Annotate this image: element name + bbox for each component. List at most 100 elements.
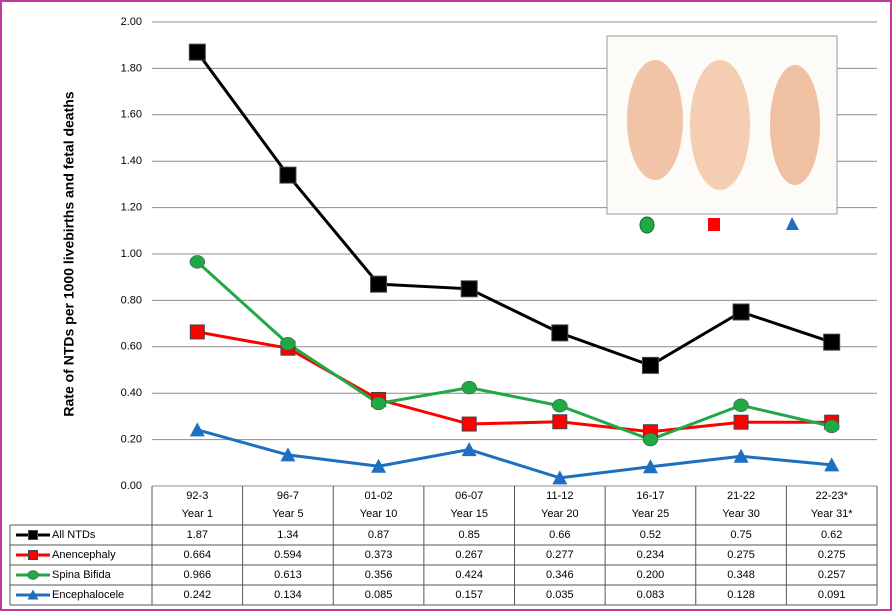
series-line	[196, 260, 833, 442]
marker	[732, 303, 750, 321]
marker	[733, 414, 749, 430]
series-line	[197, 330, 832, 434]
table-value: 1.34	[277, 529, 298, 541]
marker	[370, 396, 387, 411]
marker	[461, 380, 477, 395]
y-tick-label: 0.40	[121, 387, 142, 399]
legend-marker	[28, 530, 38, 540]
legend-label: Spina Bifida	[52, 569, 112, 581]
table-value: 0.85	[458, 529, 479, 541]
y-tick-label: 1.00	[121, 248, 142, 260]
table-value: 0.594	[274, 549, 302, 561]
x-tick-sublabel: Year 10	[360, 508, 398, 520]
x-tick-sublabel: Year 15	[450, 508, 488, 520]
marker	[733, 398, 749, 413]
marker	[371, 458, 387, 473]
table-value: 1.87	[187, 529, 208, 541]
legend-icon	[708, 218, 720, 231]
marker	[280, 447, 296, 462]
table-value: 0.277	[546, 549, 574, 561]
marker	[552, 414, 568, 430]
marker	[460, 280, 478, 298]
table-value: 0.87	[368, 529, 389, 541]
legend-label: Anencephaly	[52, 549, 116, 561]
table-value: 0.234	[637, 549, 665, 561]
marker	[824, 457, 840, 472]
x-tick-label: 11-12	[546, 490, 573, 502]
y-tick-label: 0.60	[121, 341, 142, 353]
table-value: 0.035	[546, 589, 574, 601]
x-tick-sublabel: Year 31*	[811, 508, 854, 520]
y-tick-label: 0.00	[121, 480, 142, 492]
marker	[823, 419, 840, 434]
figure	[770, 65, 820, 185]
legend-marker	[28, 550, 38, 560]
table-value: 0.373	[365, 549, 393, 561]
marker	[642, 432, 659, 447]
legend-label: All NTDs	[52, 529, 96, 541]
x-tick-sublabel: Year 25	[632, 508, 670, 520]
marker	[733, 448, 749, 463]
table-value: 0.66	[549, 529, 570, 541]
legend-icon	[786, 217, 799, 230]
illustration	[606, 35, 838, 234]
table-value: 0.75	[730, 529, 751, 541]
x-tick-label: 16-17	[636, 490, 664, 502]
table-value: 0.128	[727, 589, 755, 601]
table-value: 0.091	[818, 589, 846, 601]
y-tick-label: 1.20	[121, 202, 142, 214]
table-value: 0.356	[365, 569, 393, 581]
x-tick-label: 92-3	[186, 490, 208, 502]
marker	[461, 416, 477, 432]
series-line	[196, 428, 832, 480]
series-line	[196, 51, 833, 368]
table-value: 0.424	[455, 569, 483, 581]
y-tick-label: 1.40	[121, 155, 142, 167]
marker	[189, 324, 205, 340]
marker	[279, 166, 297, 184]
marker	[823, 333, 841, 351]
y-tick-label: 1.80	[121, 62, 142, 74]
marker	[551, 324, 569, 342]
legend-marker	[27, 589, 39, 600]
table-value: 0.275	[818, 549, 846, 561]
x-tick-label: 96-7	[277, 490, 299, 502]
x-tick-label: 06-07	[455, 490, 483, 502]
table-value: 0.966	[184, 569, 212, 581]
marker	[642, 459, 658, 474]
table-value: 0.52	[640, 529, 661, 541]
x-tick-sublabel: Year 20	[541, 508, 579, 520]
table-value: 0.134	[274, 589, 302, 601]
x-tick-label: 22-23*	[815, 490, 848, 502]
table-value: 0.157	[455, 589, 483, 601]
table-value: 0.275	[727, 549, 755, 561]
marker	[552, 398, 568, 413]
table-value: 0.083	[637, 589, 665, 601]
figure	[690, 60, 750, 190]
figure	[627, 60, 683, 180]
table-value: 0.242	[184, 589, 212, 601]
table-value: 0.62	[821, 529, 842, 541]
table-value: 0.085	[365, 589, 393, 601]
marker	[188, 43, 206, 61]
table-value: 0.613	[274, 569, 302, 581]
y-tick-label: 2.00	[121, 16, 142, 28]
x-tick-sublabel: Year 30	[722, 508, 760, 520]
table-value: 0.257	[818, 569, 846, 581]
table-value: 0.267	[455, 549, 483, 561]
x-tick-sublabel: Year 5	[272, 508, 303, 520]
marker	[641, 356, 659, 374]
table-value: 0.664	[184, 549, 212, 561]
y-axis-label: Rate of NTDs per 1000 livebirths and fet…	[61, 91, 77, 416]
legend-icon	[639, 216, 655, 234]
y-tick-label: 0.80	[121, 294, 142, 306]
x-tick-label: 01-02	[364, 490, 392, 502]
marker	[370, 275, 388, 293]
x-tick-label: 21-22	[727, 490, 755, 502]
y-tick-label: 0.20	[121, 434, 142, 446]
legend-label: Encephalocele	[52, 589, 124, 601]
marker	[461, 442, 477, 457]
marker	[552, 470, 568, 485]
table-value: 0.200	[637, 569, 665, 581]
